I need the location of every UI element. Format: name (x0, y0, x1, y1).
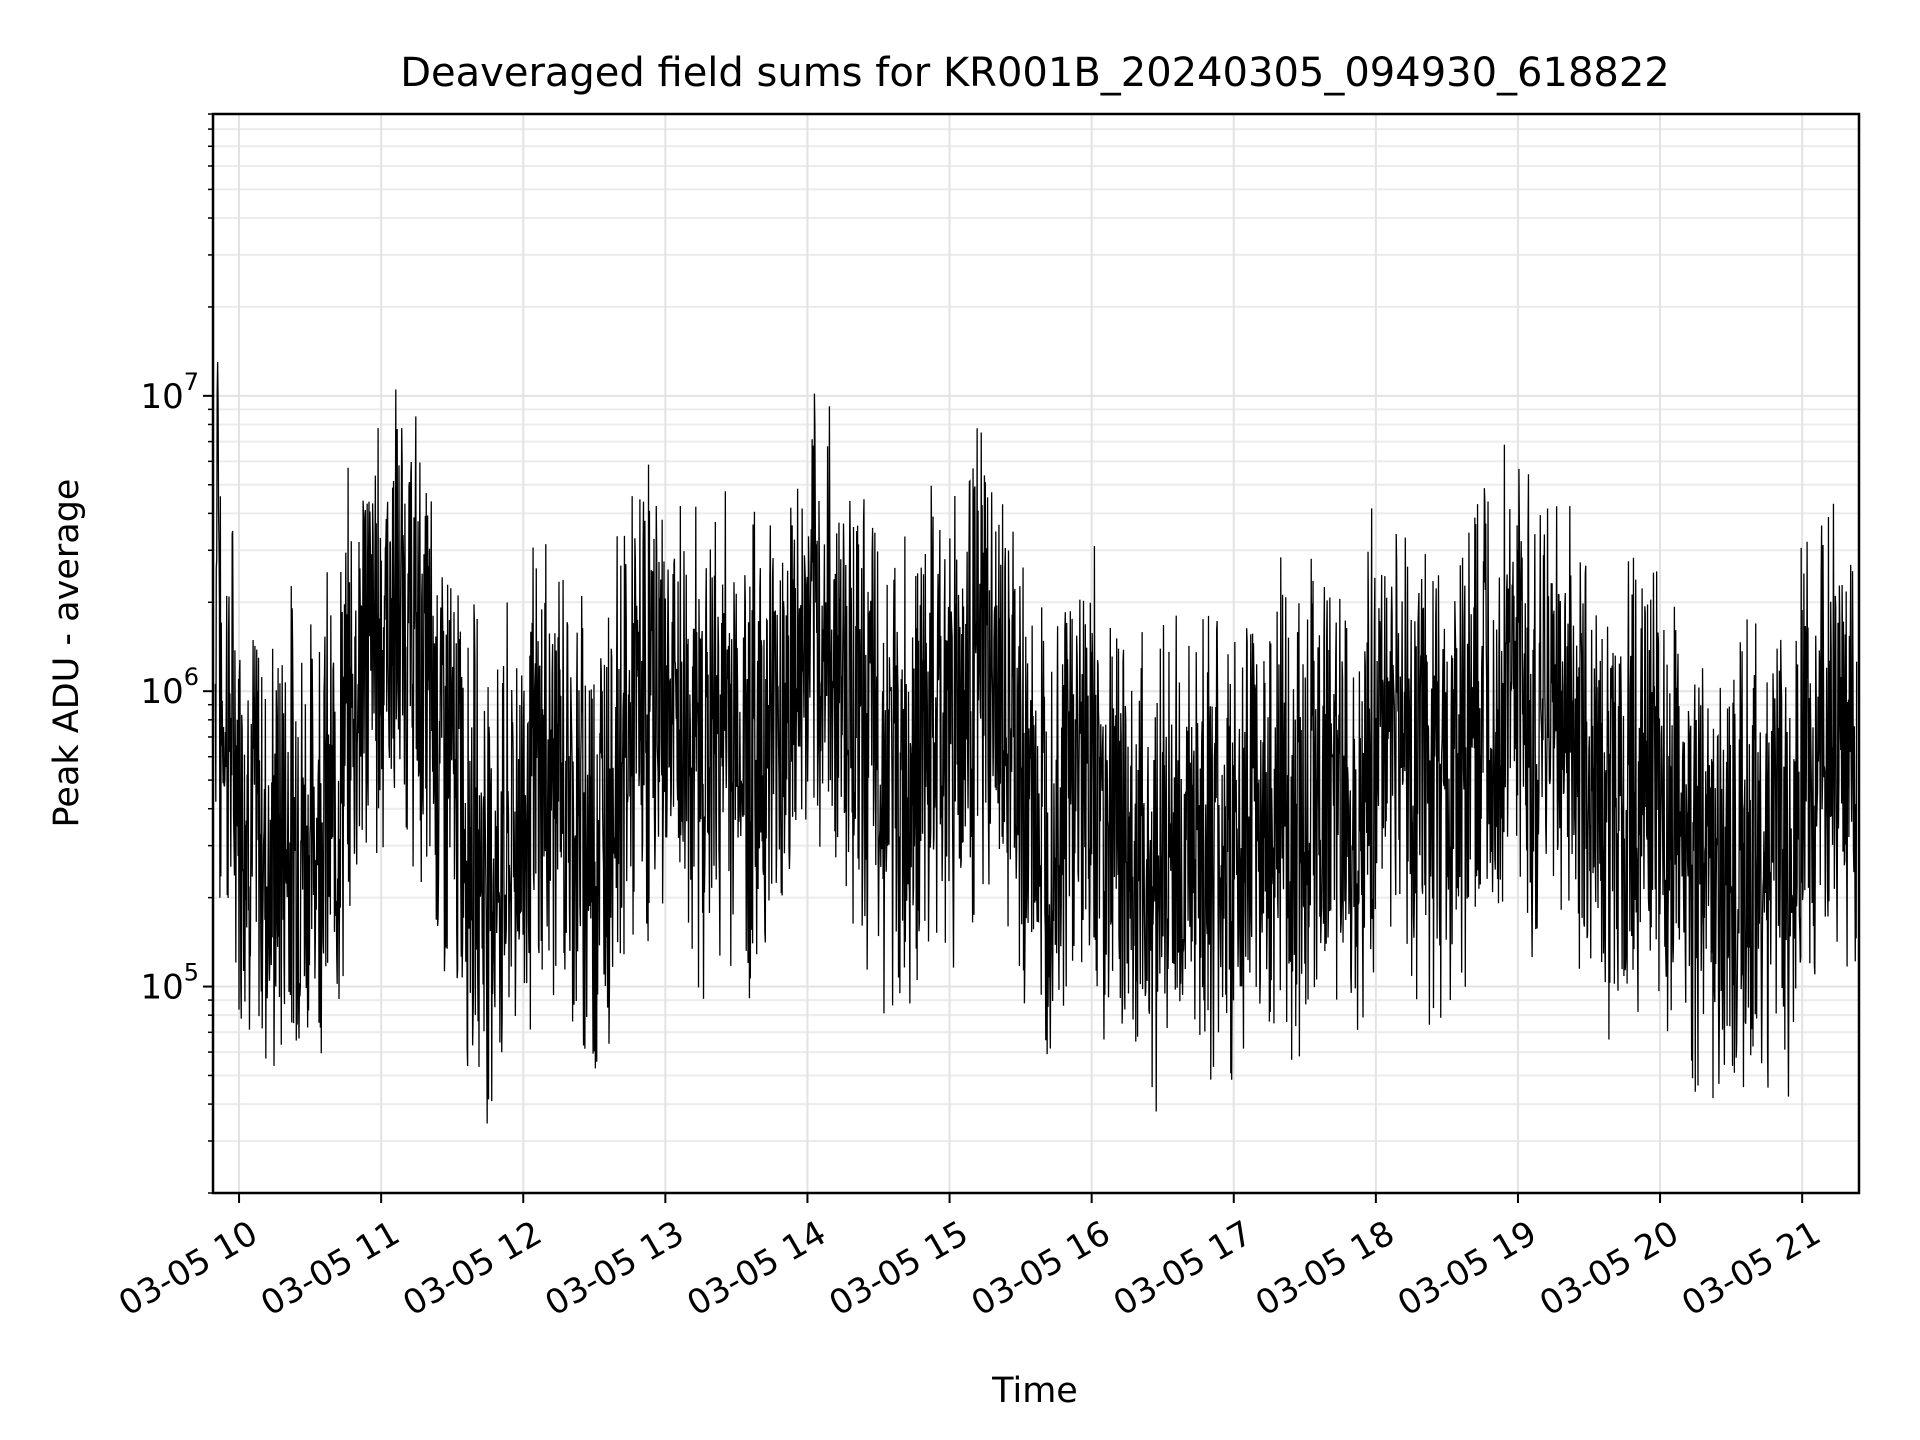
y-tick-label: 106 (140, 663, 199, 712)
x-axis-label: Time (991, 1371, 1078, 1411)
series-layer (214, 361, 1858, 1124)
y-axis: 105 106 107 (140, 113, 213, 1194)
series-line (214, 361, 1858, 1124)
plot-frame (211, 112, 1861, 1195)
y-axis-label: Peak ADU - average (47, 479, 87, 828)
chart-title: Deaveraged field sums for KR001B_2024030… (400, 50, 1670, 96)
y-tick-label: 107 (140, 368, 199, 417)
y-tick-label: 105 (140, 959, 199, 1008)
